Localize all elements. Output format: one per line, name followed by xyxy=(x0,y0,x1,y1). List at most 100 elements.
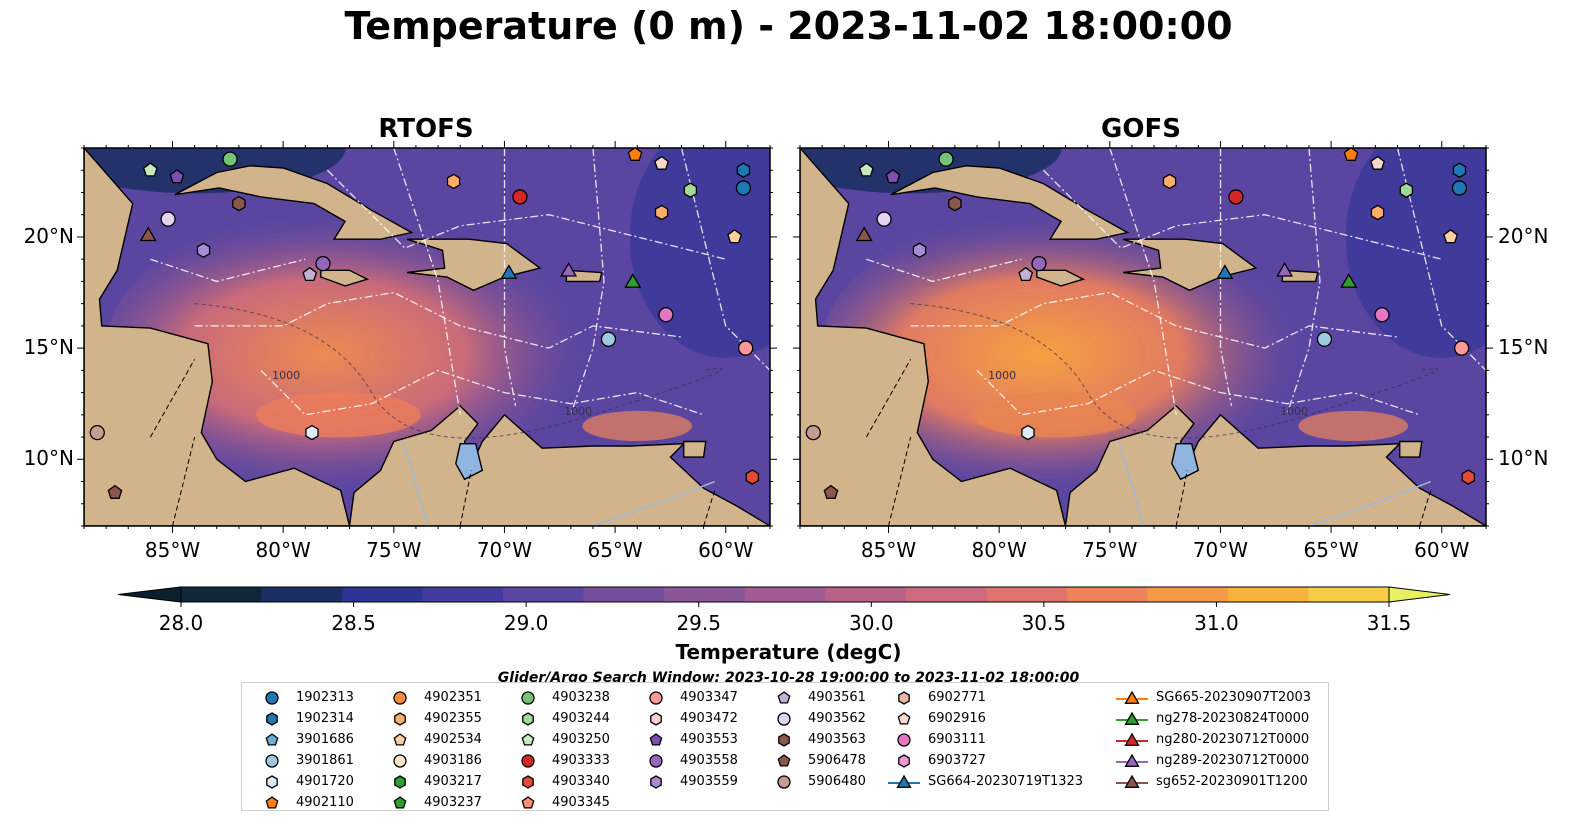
legend-label: 3901686 xyxy=(296,732,354,747)
legend-triangle xyxy=(1124,774,1140,788)
legend-symbol xyxy=(254,752,290,770)
legend-label: ng289-20230712T0000 xyxy=(1156,753,1310,768)
river xyxy=(1117,441,1144,526)
marker-hexagon xyxy=(305,424,319,441)
legend-circle xyxy=(393,753,407,768)
colorbar-segment xyxy=(744,587,826,602)
legend-symbol xyxy=(382,731,418,749)
panel-title-gofs: GOFS xyxy=(1101,114,1181,144)
land-jamaica xyxy=(1036,269,1086,287)
legend-item: 4903340 xyxy=(510,771,610,792)
colorbar-tick-label: 29.0 xyxy=(503,611,549,635)
marker-pentagon xyxy=(627,148,643,161)
legend-circle xyxy=(897,732,911,747)
marker-hexagon xyxy=(1162,173,1177,190)
lat-tick-label-right: 10°N xyxy=(1498,446,1549,471)
legend-label: 4903244 xyxy=(552,711,610,726)
legend-hexagon xyxy=(266,774,278,789)
colorbar-segment xyxy=(342,587,424,602)
legend-symbol xyxy=(254,689,290,707)
legend-symbol xyxy=(510,752,546,770)
marker-pentagon xyxy=(654,155,669,170)
marker-hexagon xyxy=(232,195,246,212)
legend-hexagon xyxy=(266,711,278,726)
legend-label: 6902771 xyxy=(928,690,986,705)
marker-circle xyxy=(1374,307,1390,323)
marker-circle xyxy=(222,151,238,167)
river xyxy=(401,441,428,526)
colorbar-segment xyxy=(664,587,746,602)
legend-item: 4903333 xyxy=(510,750,610,771)
legend-item: 4903472 xyxy=(638,708,738,729)
lat-tick-label-right: 15°N xyxy=(1498,335,1549,360)
marker-circle xyxy=(1031,255,1047,272)
legend-symbol xyxy=(1114,773,1150,791)
contour-label: 1000 xyxy=(564,405,592,418)
marker-pentagon xyxy=(302,266,318,282)
legend-label: 4903333 xyxy=(552,753,610,768)
marker-hexagon xyxy=(948,195,962,212)
marker-circle xyxy=(735,180,752,196)
legend-item: 4903559 xyxy=(638,771,738,792)
colorbar-segment xyxy=(503,587,585,602)
legend-pentagon xyxy=(265,795,279,809)
legend-item: 4903217 xyxy=(382,771,482,792)
float-markers xyxy=(805,148,1476,499)
legend-hexagon xyxy=(394,711,406,726)
warm-patch xyxy=(1298,410,1409,442)
legend-symbol xyxy=(382,710,418,728)
marker-hexagon xyxy=(736,162,751,178)
marker-circle xyxy=(938,151,954,167)
legend-item: 6903727 xyxy=(886,750,1083,771)
legend-symbol xyxy=(1114,689,1150,707)
legend-label: 5906480 xyxy=(808,774,866,789)
legend-hexagon xyxy=(778,732,790,747)
legend-symbol xyxy=(886,710,922,728)
legend-item: 4903244 xyxy=(510,708,610,729)
legend-symbol xyxy=(886,731,922,749)
lon-tick-label: 75°W xyxy=(366,538,422,562)
legend-label: 4903340 xyxy=(552,774,610,789)
land-cuba xyxy=(890,165,1130,240)
legend-pentagon xyxy=(521,732,535,746)
legend-symbol xyxy=(382,794,418,812)
marker-triangle xyxy=(500,264,518,279)
lon-tick-label: 85°W xyxy=(144,538,201,562)
marker-hexagon xyxy=(1461,469,1476,485)
lon-tick-label: 70°W xyxy=(1192,538,1249,562)
lat-tick-label-left: 15°N xyxy=(23,335,74,360)
legend-label: 5906478 xyxy=(808,753,866,768)
legend-pentagon xyxy=(393,795,407,809)
map-frame xyxy=(83,147,771,527)
legend-column: 4902351 4902355 4902534 4903186 4903217 49032… xyxy=(382,687,482,813)
warm-caribbean-core xyxy=(821,196,1398,500)
marker-triangle xyxy=(560,262,578,277)
legend-pentagon xyxy=(521,795,535,809)
legend-symbol xyxy=(510,773,546,791)
legend-circle xyxy=(265,753,279,768)
marker-circle xyxy=(658,307,674,323)
legend-label: 4903563 xyxy=(808,732,866,747)
legend-label: 4903345 xyxy=(552,795,610,810)
colorbar-tick-label: 30.0 xyxy=(849,611,894,635)
colorbar-frame xyxy=(180,586,1390,603)
legend-column: 4903238 4903244 4903250 4903333 4903340 49033… xyxy=(510,687,610,813)
land-centralAmerica xyxy=(800,148,1067,526)
legend-item: 4903345 xyxy=(510,792,610,813)
eez-boundary xyxy=(503,148,517,407)
marker-circle xyxy=(1451,180,1468,196)
colorbar-segment xyxy=(825,587,907,602)
legend-label: 4903553 xyxy=(680,732,738,747)
lon-tick-label: 80°W xyxy=(971,538,1027,562)
map-panel-gofs: 1000 1000 xyxy=(800,148,1486,526)
land-southAmerica xyxy=(1064,404,1486,526)
legend-column: 4903561 4903562 4903563 5906478 5906480 xyxy=(766,687,866,792)
legend-label: 4903347 xyxy=(680,690,738,705)
legend-item: 6902916 xyxy=(886,708,1083,729)
legend-symbol xyxy=(886,689,922,707)
legend-item: 3901861 xyxy=(254,750,354,771)
legend-circle xyxy=(649,753,663,768)
marker-pentagon xyxy=(107,484,123,499)
legend-item: ng289-20230712T0000 xyxy=(1114,750,1311,771)
